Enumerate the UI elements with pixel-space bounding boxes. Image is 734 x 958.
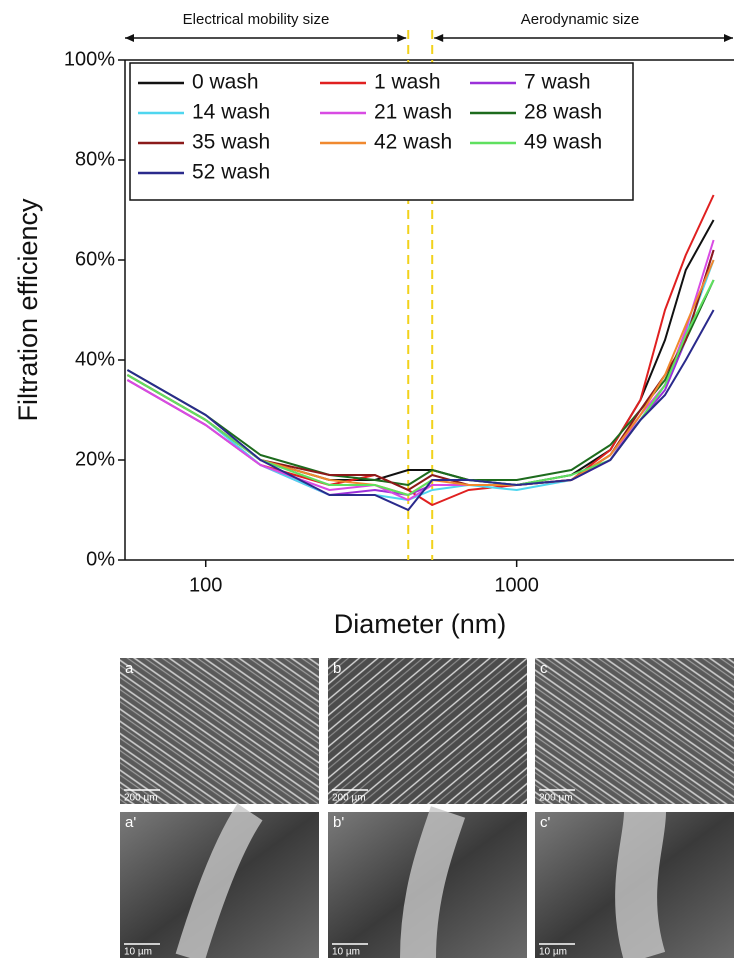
y-tick-label: 100%: [64, 48, 115, 70]
legend-label: 42 wash: [374, 131, 452, 154]
sem-image: [535, 658, 734, 804]
scale-bar-label: 200 µm: [332, 793, 366, 804]
chart: Electrical mobility size Aerodynamic siz…: [13, 11, 639, 639]
series-line: [126, 259, 715, 501]
legend-label: 52 wash: [192, 161, 270, 184]
series-line: [126, 239, 715, 501]
sem-image: [120, 658, 319, 804]
series-line: [126, 279, 715, 486]
panel-label: a: [125, 660, 134, 677]
scale-bar-label: 200 µm: [539, 793, 573, 804]
series-line: [126, 249, 715, 496]
scale-bar-label: 200 µm: [124, 793, 158, 804]
legend-label: 1 wash: [374, 71, 441, 94]
panel-label: b: [333, 660, 341, 677]
series-line: [126, 309, 715, 511]
fiber: [175, 803, 263, 958]
scale-bar-label: 10 µm: [332, 947, 360, 958]
panel-label: c': [540, 814, 551, 831]
panel-label: c: [540, 660, 548, 677]
arrow-head: [397, 34, 407, 42]
sem-images: a 200 µm b 200 µm c 200 µm a' 10 µm b' 10 µm c' 10 …: [120, 658, 734, 958]
legend-label: 35 wash: [192, 131, 270, 154]
arrow-head: [125, 34, 134, 42]
legend-label: 7 wash: [524, 71, 591, 94]
series-line: [126, 219, 715, 486]
fiber: [615, 811, 666, 958]
y-tick-label: 60%: [75, 248, 115, 270]
sem-image: [328, 658, 527, 804]
fiber: [400, 806, 466, 958]
arrow-head: [434, 34, 444, 42]
annotation: Electrical mobility size: [183, 11, 330, 28]
y-tick-label: 20%: [75, 448, 115, 470]
legend-label: 0 wash: [192, 71, 259, 94]
legend-box: [129, 62, 634, 201]
legend-label: 49 wash: [524, 131, 602, 154]
y-tick-label: 40%: [75, 348, 115, 370]
series-line: [126, 194, 715, 506]
x-tick-label: 100: [189, 574, 222, 596]
arrow-head: [724, 34, 733, 42]
annotation: Aerodynamic size: [521, 11, 639, 28]
panel-label: b': [333, 814, 344, 831]
legend-label: 28 wash: [524, 101, 602, 124]
y-tick-label: 0%: [86, 548, 115, 570]
scale-bar-label: 10 µm: [124, 947, 152, 958]
legend-label: 21 wash: [374, 101, 452, 124]
series-line: [126, 249, 715, 491]
x-tick-label: 1000: [494, 574, 539, 596]
series-line: [126, 259, 715, 496]
panel-label: a': [125, 814, 136, 831]
y-axis-label: Filtration efficiency: [13, 198, 43, 422]
y-tick-label: 80%: [75, 148, 115, 170]
legend-label: 14 wash: [192, 101, 270, 124]
scale-bar-label: 10 µm: [539, 947, 567, 958]
series-line: [126, 279, 715, 496]
x-axis-label: Diameter (nm): [334, 609, 507, 639]
